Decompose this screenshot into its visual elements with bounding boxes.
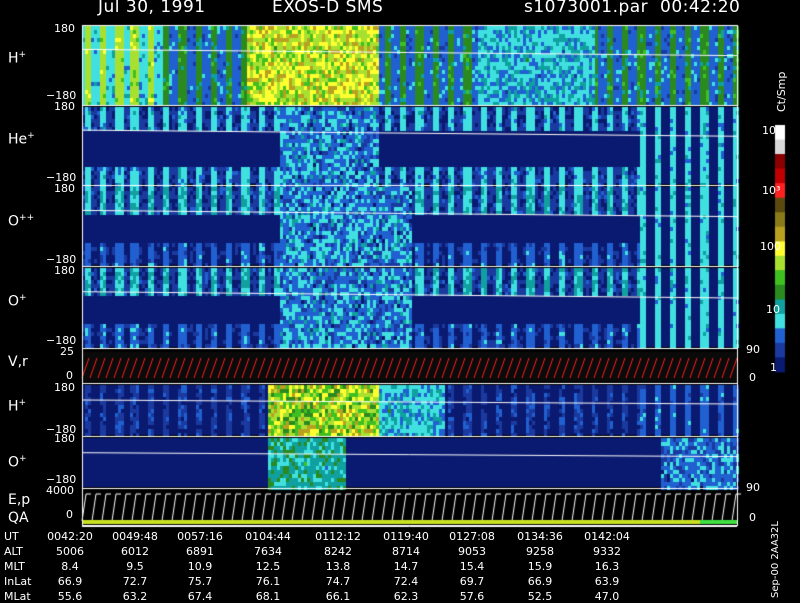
ytick-bot-ep: 0 bbox=[66, 508, 73, 521]
table-cell: 0042:20 bbox=[47, 530, 93, 543]
ytick-top-o2: 180 bbox=[54, 432, 75, 445]
table-cell: 9258 bbox=[526, 545, 554, 558]
table-cell: 68.1 bbox=[255, 590, 281, 603]
table-cell: 8714 bbox=[392, 545, 420, 558]
header-time: 00:42:20 bbox=[660, 0, 741, 17]
table-cell: 9053 bbox=[458, 545, 486, 558]
ytick-top-he: 180 bbox=[54, 100, 75, 113]
ytick-bot-vr: 0 bbox=[66, 369, 73, 382]
table-cell: 9.5 bbox=[126, 560, 144, 573]
side-stamp: Sep-00 2AA32L bbox=[770, 521, 781, 598]
header-date: Jul 30, 1991 bbox=[98, 0, 206, 17]
panel-label-op: O+ bbox=[8, 293, 27, 310]
table-cell: 63.9 bbox=[594, 575, 620, 588]
table-cell: 0104:44 bbox=[245, 530, 291, 543]
ytick-bot-op: −180 bbox=[46, 334, 77, 347]
table-cell: 6012 bbox=[121, 545, 149, 558]
header-instrument: EXOS-D SMS bbox=[272, 0, 384, 17]
table-cell: 72.4 bbox=[393, 575, 419, 588]
table-cell: 74.7 bbox=[325, 575, 351, 588]
rtick-top-ep: 90 bbox=[746, 481, 760, 494]
table-cell: 0134:36 bbox=[517, 530, 563, 543]
table-cell: 66.9 bbox=[57, 575, 83, 588]
table-row-label: UT bbox=[4, 530, 19, 543]
ytick-bot-h2: −180 bbox=[46, 423, 77, 436]
table-cell: 9332 bbox=[593, 545, 621, 558]
table-cell: 72.7 bbox=[122, 575, 148, 588]
panel-label-ep: E,p bbox=[8, 492, 31, 508]
rtick-top-vr: 90 bbox=[746, 343, 760, 356]
colorbar-tick-3: 10 bbox=[766, 303, 780, 316]
table-row-label: MLat bbox=[4, 590, 31, 603]
panel-label-h: H+ bbox=[8, 50, 27, 67]
table-cell: 75.7 bbox=[187, 575, 213, 588]
table-cell: 52.5 bbox=[527, 590, 553, 603]
colorbar-tick-4: 1 bbox=[770, 361, 777, 374]
table-cell: 76.1 bbox=[255, 575, 281, 588]
table-cell: 5006 bbox=[56, 545, 84, 558]
table-cell: 0127:08 bbox=[449, 530, 495, 543]
panel-label-he: He+ bbox=[8, 131, 35, 148]
table-cell: 16.3 bbox=[594, 560, 620, 573]
colorbar-tick-0: 10⁴ bbox=[762, 124, 781, 137]
table-cell: 0142:04 bbox=[584, 530, 630, 543]
ytick-top-vr: 25 bbox=[60, 345, 74, 358]
rtick-bot-vr: 0 bbox=[749, 371, 756, 384]
table-cell: 14.7 bbox=[393, 560, 419, 573]
table-cell: 69.7 bbox=[459, 575, 485, 588]
panel-label-h2: H+ bbox=[8, 398, 27, 415]
table-row-label: MLT bbox=[4, 560, 25, 573]
table-cell: 66.9 bbox=[527, 575, 553, 588]
panel-label-qa: QA bbox=[8, 510, 29, 526]
panel-label-o2: O+ bbox=[8, 454, 27, 471]
table-cell: 63.2 bbox=[122, 590, 148, 603]
ytick-bot-opp: −180 bbox=[46, 253, 77, 266]
table-cell: 7634 bbox=[254, 545, 282, 558]
table-cell: 0057:16 bbox=[177, 530, 223, 543]
panel-label-opp: O++ bbox=[8, 213, 35, 230]
table-cell: 15.9 bbox=[527, 560, 553, 573]
table-cell: 8242 bbox=[324, 545, 352, 558]
ytick-top-h2: 180 bbox=[54, 381, 75, 394]
table-cell: 12.5 bbox=[255, 560, 281, 573]
table-cell: 10.9 bbox=[187, 560, 213, 573]
table-cell: 0112:12 bbox=[315, 530, 361, 543]
colorbar-unit: Ct/Smp bbox=[775, 71, 788, 112]
colorbar-tick-2: 100 bbox=[760, 240, 781, 253]
table-cell: 47.0 bbox=[594, 590, 620, 603]
table-cell: 0049:48 bbox=[112, 530, 158, 543]
table-cell: 57.6 bbox=[459, 590, 485, 603]
table-cell: 66.1 bbox=[325, 590, 351, 603]
table-row-label: ALT bbox=[4, 545, 23, 558]
table-cell: 8.4 bbox=[61, 560, 79, 573]
ytick-top-op: 180 bbox=[54, 264, 75, 277]
table-row-label: InLat bbox=[4, 575, 32, 588]
table-cell: 15.4 bbox=[459, 560, 485, 573]
ytick-top-h: 180 bbox=[54, 22, 75, 35]
table-cell: 6891 bbox=[186, 545, 214, 558]
table-cell: 62.3 bbox=[393, 590, 419, 603]
panel-label-vr: V,r bbox=[8, 354, 28, 370]
ytick-bot-o2: −180 bbox=[46, 473, 77, 486]
colorbar-tick-1: 10³ bbox=[762, 184, 781, 197]
table-cell: 0119:40 bbox=[383, 530, 429, 543]
ytick-top-opp: 180 bbox=[54, 182, 75, 195]
ytick-bot-h: −180 bbox=[46, 89, 77, 102]
table-cell: 13.8 bbox=[325, 560, 351, 573]
rtick-bot-ep: 0 bbox=[749, 511, 756, 524]
header-file: s1073001.par bbox=[524, 0, 649, 17]
ytick-bot-he: −180 bbox=[46, 171, 77, 184]
table-cell: 55.6 bbox=[57, 590, 83, 603]
ytick-top-ep: 4000 bbox=[46, 484, 74, 497]
table-cell: 67.4 bbox=[187, 590, 213, 603]
